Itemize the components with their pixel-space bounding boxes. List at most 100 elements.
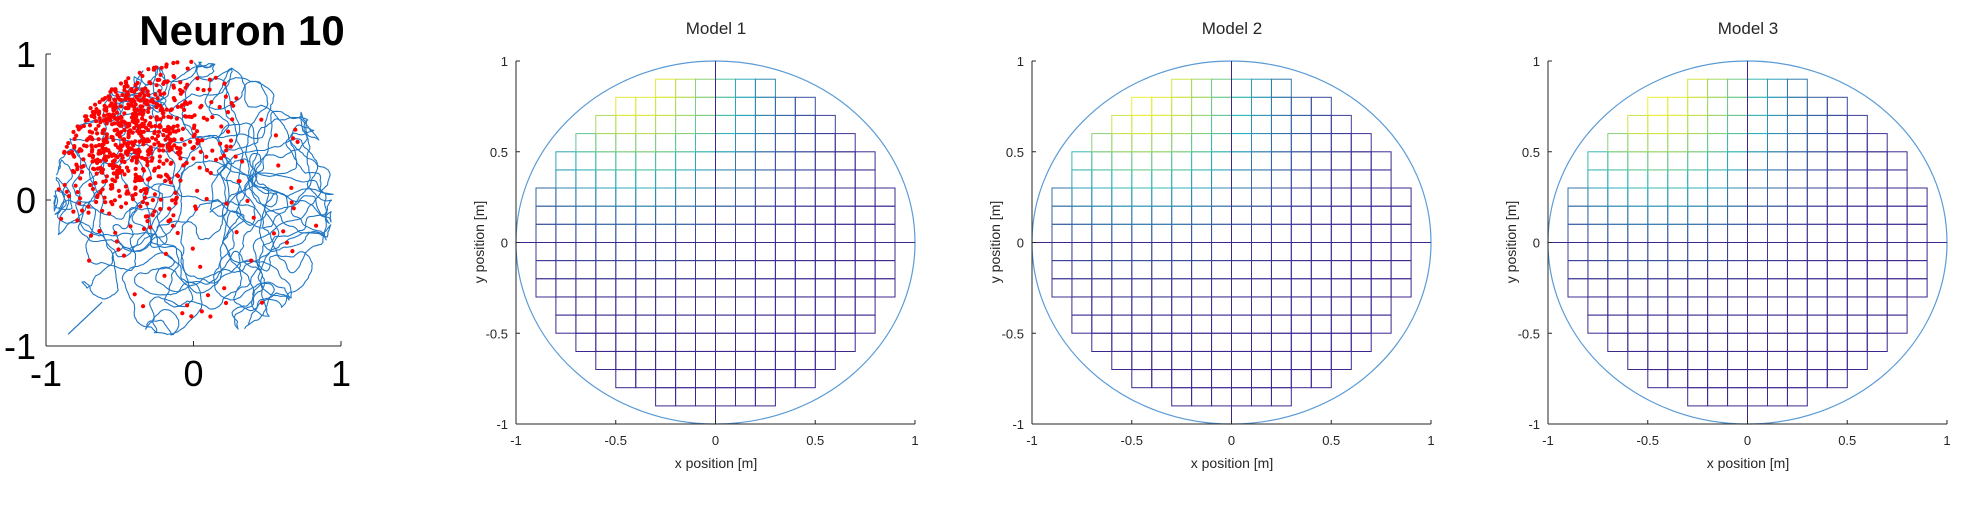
mesh-cell	[615, 314, 637, 334]
mesh-cell	[1786, 133, 1808, 153]
mesh-cell	[1091, 223, 1113, 244]
mesh-cell	[1211, 242, 1232, 262]
spike-point	[93, 110, 98, 115]
mesh-cell	[615, 133, 637, 153]
mesh-cell	[1707, 151, 1729, 171]
spike-point	[178, 80, 183, 85]
mesh-cell	[555, 278, 577, 298]
mesh-cell	[1647, 242, 1669, 262]
mesh-cell	[1767, 278, 1788, 298]
mesh-cell	[754, 187, 776, 207]
spike-point	[149, 124, 154, 129]
mesh-cell	[595, 114, 617, 135]
mesh-cell	[1846, 314, 1868, 334]
mesh-cell	[1747, 387, 1768, 407]
mesh-cell	[1290, 350, 1312, 370]
mesh-cell	[1191, 78, 1213, 98]
spike-point	[116, 116, 121, 121]
y-tick-label: 0	[16, 180, 36, 221]
mesh-cell	[1767, 151, 1788, 171]
mesh-cell	[814, 314, 836, 334]
spike-point	[116, 247, 121, 252]
spike-point	[192, 132, 197, 137]
mesh-cell	[1806, 260, 1828, 280]
mesh-cell	[695, 96, 716, 116]
spike-point	[86, 204, 91, 209]
mesh-cell	[1767, 296, 1788, 316]
mesh-cell	[1627, 151, 1649, 171]
mesh-cell	[1290, 205, 1312, 225]
spike-point	[116, 130, 121, 135]
mesh-cell	[715, 223, 736, 244]
spike-point	[185, 101, 190, 106]
mesh-cell	[1111, 296, 1133, 316]
mesh-cell	[1370, 151, 1392, 171]
mesh-cell	[1330, 114, 1352, 135]
mesh-cell	[575, 151, 597, 171]
mesh-cell	[1866, 151, 1888, 171]
spike-point	[89, 149, 94, 154]
mesh-cell	[1251, 369, 1272, 389]
spike-point	[70, 168, 75, 174]
model-2-title: Model 2	[1202, 19, 1262, 38]
spike-point	[146, 152, 151, 157]
mesh-cell	[535, 242, 557, 262]
mesh-cell	[735, 223, 756, 244]
spike-point	[140, 199, 146, 205]
mesh-cell	[1707, 369, 1729, 389]
mesh-cell	[615, 332, 637, 352]
mesh-cell	[1231, 242, 1252, 262]
spike-point	[139, 177, 145, 182]
mesh-cell	[1251, 278, 1272, 298]
mesh-cell	[1191, 260, 1213, 280]
model-1-axes: -1 -0.5 0 0.5 1 1 0.5 0 -0.5 -1	[486, 54, 919, 448]
spike-point	[219, 124, 224, 129]
mesh-cell	[1647, 350, 1669, 370]
spike-point	[148, 115, 153, 120]
mesh-cell	[1171, 205, 1193, 225]
mesh-cell	[1131, 187, 1153, 207]
x-tick-label: 0	[1744, 433, 1751, 448]
spike-point	[102, 113, 107, 118]
mesh-cell	[1370, 169, 1392, 189]
mesh-cell	[1687, 151, 1709, 171]
mesh-cell	[555, 314, 577, 334]
spike-point	[175, 123, 180, 128]
mesh-cell	[774, 205, 796, 225]
spike-point	[71, 129, 76, 135]
spike-point	[143, 118, 148, 123]
mesh-cell	[1687, 187, 1709, 207]
spike-point	[125, 90, 130, 95]
mesh-cell	[1906, 223, 1928, 244]
mesh-cell	[1111, 223, 1133, 244]
spike-point	[164, 64, 169, 69]
mesh-cell	[735, 96, 756, 116]
mesh-cell	[1270, 260, 1292, 280]
mesh-cell	[1727, 350, 1748, 370]
mesh-cell	[814, 205, 836, 225]
mesh-cell	[1627, 114, 1649, 135]
spike-point	[165, 134, 170, 139]
mesh-cell	[1231, 278, 1252, 298]
spike-point	[192, 144, 197, 150]
mesh-cell	[735, 350, 756, 370]
mesh-cell	[1886, 296, 1908, 316]
x-tick-label: -0.5	[1637, 433, 1659, 448]
mesh-cell	[774, 242, 796, 262]
spike-point	[77, 201, 82, 206]
mesh-cell	[754, 242, 776, 262]
mesh-cell	[1071, 169, 1093, 189]
mesh-cell	[1567, 223, 1589, 244]
mesh-cell	[1310, 151, 1332, 171]
mesh-cell	[1667, 332, 1689, 352]
spike-point	[158, 197, 163, 202]
spike-point	[130, 155, 136, 160]
mesh-cell	[1171, 169, 1193, 189]
spike-point	[119, 98, 124, 103]
mesh-cell	[1270, 314, 1292, 334]
mesh-cell	[735, 369, 756, 389]
spike-point	[159, 65, 164, 70]
mesh-cell	[695, 260, 716, 280]
trajectory-line	[57, 68, 320, 300]
